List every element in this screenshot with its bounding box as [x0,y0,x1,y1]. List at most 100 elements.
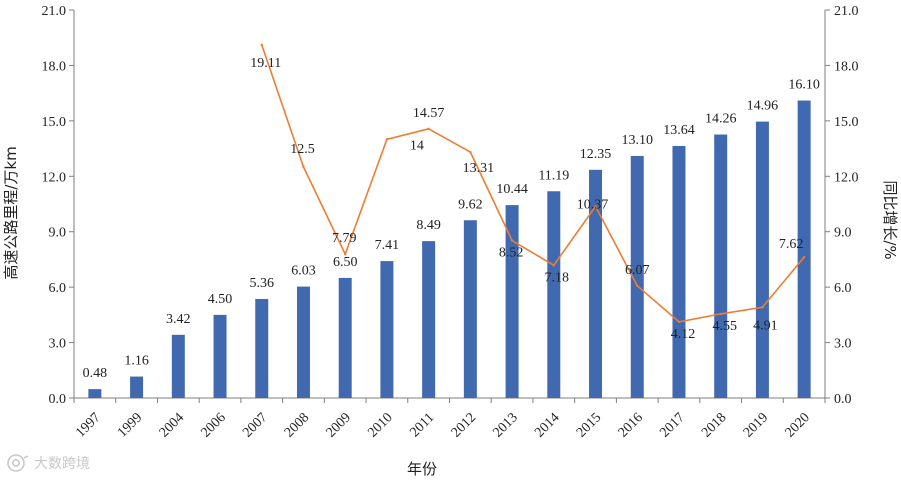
bar-value-label: 5.36 [250,276,275,291]
bar [547,191,561,398]
growth-point [636,284,639,288]
x-tick-label: 2007 [240,410,270,440]
bar-value-label: 8.49 [416,218,441,233]
y2-tick-label: 12.0 [834,170,859,185]
growth-point [552,264,556,267]
watermark-text: 大数跨境 [34,456,90,472]
bar [630,155,644,398]
growth-point [594,205,597,208]
bar [422,241,436,398]
y2-tick-label: 15.0 [834,115,859,130]
y2-tick-label: 9.0 [834,226,852,241]
growth-value-label: 14 [410,138,424,153]
growth-value-label: 14.57 [413,106,445,121]
growth-value-label: 10.37 [577,197,609,212]
x-tick-label: 2016 [616,410,646,440]
growth-value-label: 4.12 [671,327,696,342]
axes: 0.0 3.0 6.0 9.0 12.0 15.0 18.0 21.0 0.0 3.0 6.0 9.0… [42,4,859,441]
bar [171,334,185,398]
x-tick-label: 2009 [324,410,354,440]
growth-value-label: 19.11 [250,56,281,71]
growth-point [385,138,389,141]
bar [505,205,519,398]
y-tick-label: 21.0 [42,4,67,19]
bar-value-label: 13.64 [663,123,695,138]
bar-value-label: 0.48 [83,366,108,381]
x-tick-label: 2010 [365,410,395,440]
growth-point [761,306,764,309]
x-tick-label: 2019 [741,410,771,440]
x-tick-label: 2012 [449,410,479,440]
bar-value-label: 6.03 [291,264,316,279]
y-tick-label: 6.0 [49,281,67,296]
bar-value-label: 3.42 [166,312,191,327]
x-tick-label: 1997 [73,410,103,440]
growth-value-label: 13.31 [463,161,495,176]
x-tick-label: 2013 [491,410,521,440]
x-tick-label: 2006 [198,410,228,440]
growth-point [260,43,263,47]
growth-point [719,312,722,316]
bar [672,145,686,398]
bar [797,100,811,399]
y-tick-label: 12.0 [42,170,67,185]
growth-value-label: 4.91 [753,318,778,333]
bar-value-label: 12.35 [580,147,612,162]
bar [714,134,728,398]
growth-value-label: 12.5 [290,142,315,157]
growth-point [469,150,472,154]
growth-line [261,44,805,323]
y2-tick-label: 18.0 [834,59,859,74]
y2-axis-title: 同比增长/% [881,180,899,259]
growth-point [343,252,347,256]
bar-value-label: 6.50 [333,255,358,270]
bar-value-label: 1.16 [124,354,149,369]
y-tick-label: 18.0 [42,59,67,74]
x-tick-label: 2008 [282,410,312,440]
bar-series [88,100,811,399]
bar [296,286,310,398]
y-tick-label: 9.0 [49,226,67,241]
growth-point [677,320,681,324]
bar [380,261,394,398]
x-tick-label: 2015 [574,410,604,440]
bar [213,314,227,398]
growth-value-label: 7.79 [332,231,357,246]
bar-value-label: 9.62 [458,197,483,212]
growth-point [427,127,430,131]
y-axis-title: 高速公路里程/万km [2,146,20,279]
y2-tick-label: 21.0 [834,4,859,19]
x-axis-title: 年份 [407,460,437,478]
growth-value-label: 7.62 [779,237,804,252]
y-tick-label: 15.0 [42,115,67,130]
bar-value-label: 4.50 [208,292,233,307]
bar [463,220,477,398]
bar [338,277,352,398]
bar [589,169,603,398]
y-tick-label: 0.0 [49,392,67,407]
y2-tick-label: 0.0 [834,392,852,407]
growth-value-label: 6.07 [625,263,650,278]
growth-value-label: 7.18 [545,270,570,285]
bar [130,376,144,398]
bar [755,121,769,398]
bar-value-label: 10.44 [496,182,528,197]
x-tick-label: 2017 [657,410,687,440]
bar-value-label: 16.10 [788,78,820,93]
growth-value-label: 8.52 [499,246,524,261]
y2-tick-label: 6.0 [834,281,852,296]
camera-icon [7,454,29,472]
growth-point [802,256,806,259]
y2-tick-label: 3.0 [834,337,852,352]
bar [255,298,269,398]
bar-value-label: 14.26 [705,112,737,127]
growth-point [510,239,514,242]
x-tick-label: 2004 [157,410,187,440]
line-series [260,43,806,324]
bar-value-label: 14.96 [747,99,779,114]
growth-value-label: 4.55 [712,319,737,334]
bar [88,389,102,398]
bar-value-label: 7.41 [375,238,400,253]
x-tick-label: 2011 [407,410,437,440]
x-tick-label: 1999 [115,410,145,440]
